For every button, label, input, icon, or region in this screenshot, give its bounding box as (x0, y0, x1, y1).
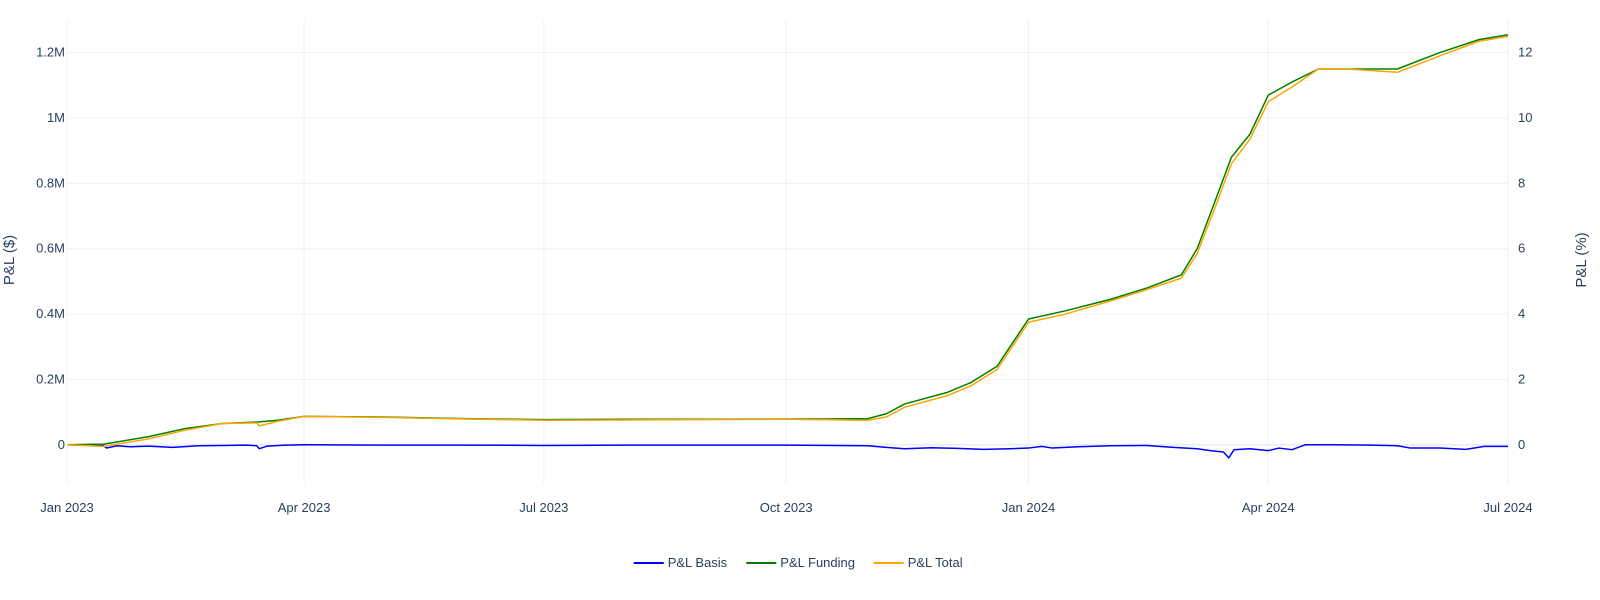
series-line-p-l-basis[interactable] (66, 444, 1508, 459)
legend-label: P&L Total (908, 555, 963, 570)
y-axis-title-left: P&L ($) (1, 235, 18, 285)
y-tick-label-left: 0 (58, 437, 65, 452)
legend-label: P&L Funding (780, 555, 855, 570)
y-tick-label-right: 2 (1518, 371, 1525, 386)
y-tick-label-left: 1M (47, 110, 65, 125)
y-tick-label-left: 0.4M (36, 306, 65, 321)
y-tick-label-right: 12 (1518, 45, 1532, 60)
y-tick-label-left: 0.6M (36, 241, 65, 256)
x-tick-label: Jul 2024 (1483, 500, 1532, 515)
y-tick-label-left: 0.2M (36, 371, 65, 386)
y-tick-label-right: 0 (1518, 437, 1525, 452)
x-tick-label: Apr 2023 (278, 500, 331, 515)
legend-label: P&L Basis (668, 555, 728, 570)
y-axis-title-right: P&L (%) (1573, 232, 1590, 287)
y-tick-label-left: 1.2M (36, 45, 65, 60)
y-tick-label-left: 0.8M (36, 175, 65, 190)
x-tick-label: Oct 2023 (760, 500, 813, 515)
series-line-p-l-funding[interactable] (66, 33, 1509, 446)
y-tick-label-right: 6 (1518, 241, 1525, 256)
y-tick-label-right: 4 (1518, 306, 1525, 321)
legend[interactable]: P&L Basis P&L Funding P&L Total (633, 555, 963, 570)
axes: Jan 2023 Apr 2023 Jul 2023 Oct 2023 Jan 2024… (36, 45, 1532, 515)
x-tick-label: Jan 2023 (40, 500, 94, 515)
x-tick-label: Apr 2024 (1242, 500, 1295, 515)
legend-item[interactable]: P&L Total (873, 555, 963, 570)
series-lines (66, 33, 1509, 459)
legend-item[interactable]: P&L Basis (633, 555, 728, 570)
grid (66, 20, 1509, 484)
x-tick-label: Jul 2023 (519, 500, 568, 515)
x-tick-label: Jan 2024 (1002, 500, 1056, 515)
legend-item[interactable]: P&L Funding (746, 555, 855, 570)
y-tick-label-right: 10 (1518, 110, 1532, 125)
y-tick-label-right: 8 (1518, 175, 1525, 190)
series-line-p-l-total[interactable] (66, 35, 1509, 448)
